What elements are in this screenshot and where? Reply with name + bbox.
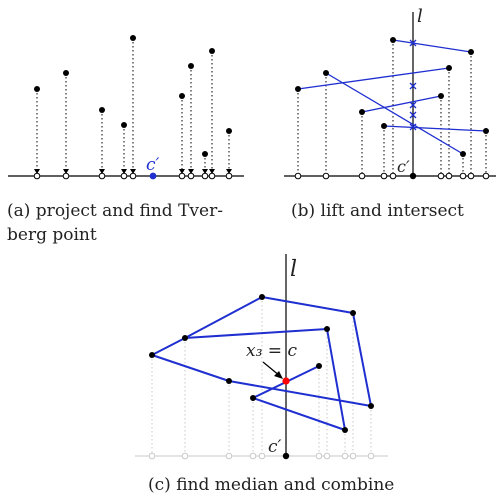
panel-c-median-point bbox=[282, 377, 290, 385]
panel-a-caption-line2: berg point bbox=[7, 225, 97, 245]
panel-b-points bbox=[295, 37, 489, 157]
panel-b: l bbox=[284, 6, 496, 221]
panel-a-tverberg-point bbox=[149, 172, 157, 180]
panel-b-point-label: c′ bbox=[397, 157, 410, 176]
panel-c: l bbox=[135, 254, 394, 495]
panel-a-caption-line1: (a) project and find Tver- bbox=[7, 201, 223, 221]
panel-b-projected-points bbox=[294, 172, 490, 180]
panel-c-projected-points bbox=[148, 452, 375, 460]
panel-a-point-label: c′ bbox=[146, 155, 160, 175]
panel-b-segments bbox=[297, 39, 487, 155]
panel-c-caption-line1: (c) find median and combine bbox=[148, 475, 394, 495]
panel-b-projection-lines bbox=[297, 40, 487, 176]
panel-c-point-label: c′ bbox=[268, 437, 282, 457]
panel-a-projected-points bbox=[33, 172, 233, 180]
panel-c-projection-lines bbox=[151, 297, 372, 456]
panel-a-points bbox=[34, 35, 232, 157]
panel-b-intersection-marks bbox=[409, 39, 417, 131]
panel-c-points bbox=[149, 294, 374, 433]
panel-a-arrowheads bbox=[34, 169, 232, 174]
panel-a-projection-lines bbox=[36, 38, 230, 171]
panel-c-line-label: l bbox=[290, 257, 297, 282]
panel-a: c′ (a) project and find Tver- berg point bbox=[7, 35, 244, 245]
panel-c-tverberg-point bbox=[282, 452, 290, 460]
panel-b-line-label: l bbox=[417, 6, 423, 27]
panel-b-tverberg-point bbox=[409, 172, 417, 180]
panel-c-arrow-head bbox=[274, 371, 283, 379]
panel-b-caption-line1: (b) lift and intersect bbox=[291, 201, 464, 221]
panel-c-median-label: x₃ = c bbox=[246, 341, 297, 361]
